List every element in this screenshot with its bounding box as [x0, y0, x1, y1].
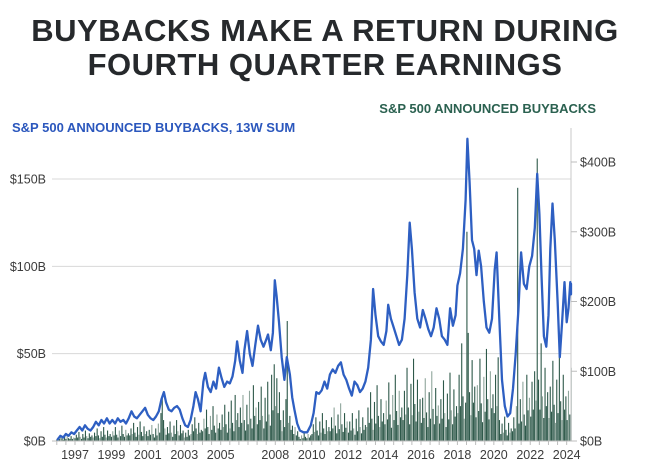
x-axis-year-label: 2014 [371, 448, 399, 462]
x-axis-year-label: 2012 [334, 448, 362, 462]
right-axis-tick-label: $200B [580, 295, 616, 309]
right-axis-tick-label: $0B [580, 435, 602, 449]
chart-title-line2: FOURTH QUARTER EARNINGS [87, 47, 563, 82]
right-axis-tick-label: $400B [580, 156, 616, 170]
x-axis-year-label: 2016 [407, 448, 435, 462]
left-axis-tick-label: $50B [17, 347, 46, 361]
x-axis-year-label: 2005 [207, 448, 235, 462]
chart-title-line1: BUYBACKS MAKE A RETURN DURING [31, 13, 619, 48]
bars-series [56, 158, 572, 442]
chart-title: BUYBACKS MAKE A RETURN DURING FOURTH QUA… [0, 14, 650, 82]
x-axis-year-label: 2020 [480, 448, 508, 462]
x-axis-year-label: 1999 [98, 448, 126, 462]
right-axis-tick-label: $300B [580, 225, 616, 239]
legend-left-axis-label: S&P 500 ANNOUNCED BUYBACKS, 13W SUM [12, 120, 296, 135]
left-axis-tick-label: $100B [10, 260, 46, 274]
x-axis-year-label: 2024 [553, 448, 581, 462]
x-axis-year-label: 2001 [134, 448, 162, 462]
line-series [56, 137, 573, 441]
gridlines [52, 178, 571, 355]
left-axis-tick-label: $0B [24, 435, 46, 449]
axis-tick-labels: $0B $50B $100B $150B $0B $100B $200B $300B $400B… [10, 156, 616, 463]
x-axis-year-label: 2018 [444, 448, 472, 462]
x-axis-year-label: 2010 [298, 448, 326, 462]
right-axis-tick-label: $100B [580, 365, 616, 379]
x-axis-year-label: 2003 [170, 448, 198, 462]
x-axis-year-label: 1997 [61, 448, 89, 462]
left-axis-tick-label: $150B [10, 173, 46, 187]
x-axis-year-label: 2022 [516, 448, 544, 462]
legend-right-axis-label: S&P 500 ANNOUNCED BUYBACKS [379, 101, 596, 116]
x-axis-year-label: 2008 [261, 448, 289, 462]
